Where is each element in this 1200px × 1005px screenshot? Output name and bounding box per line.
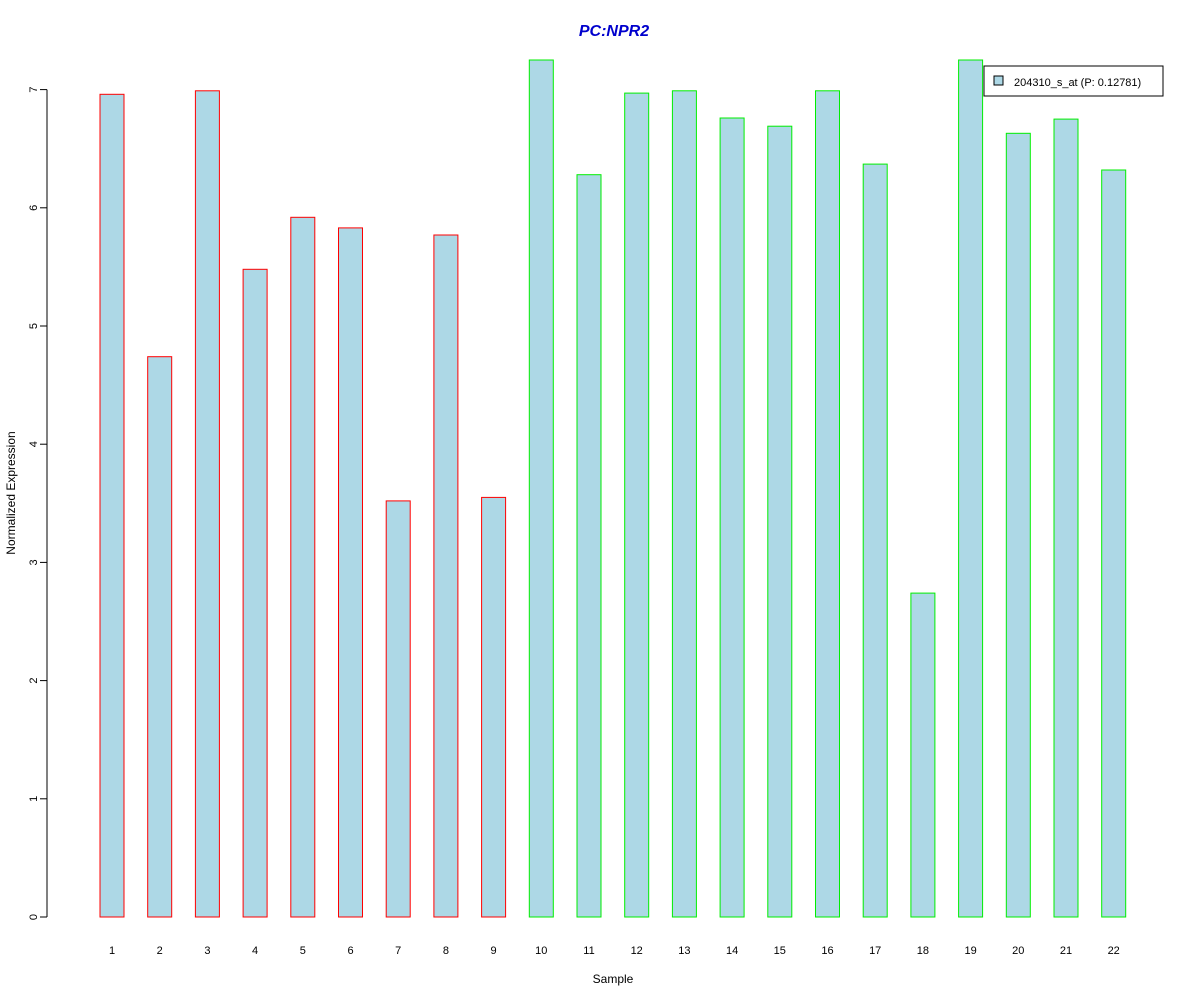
legend-box xyxy=(983,65,1164,97)
y-tick-label: 0 xyxy=(28,914,40,920)
bar-sample-4 xyxy=(242,268,268,918)
y-axis-label: Normalized Expression xyxy=(4,431,18,554)
x-tick-label: 18 xyxy=(917,945,929,957)
y-tick-label: 5 xyxy=(28,323,40,329)
bar-sample-17 xyxy=(862,163,888,918)
bar-sample-15 xyxy=(767,125,793,918)
bar-sample-2 xyxy=(147,356,173,918)
x-tick-label: 2 xyxy=(157,945,163,957)
bar-sample-5 xyxy=(290,216,316,918)
y-tick-label: 7 xyxy=(28,87,40,93)
x-tick-label: 4 xyxy=(252,945,258,957)
x-tick-label: 11 xyxy=(583,945,594,957)
y-tick-label: 4 xyxy=(28,441,40,447)
bars-group xyxy=(99,59,1127,918)
bar-sample-16 xyxy=(815,90,840,918)
bar-sample-14 xyxy=(719,117,745,918)
x-tick-label: 22 xyxy=(1108,945,1120,957)
bar-sample-7 xyxy=(385,500,411,918)
bar-sample-10 xyxy=(528,59,554,918)
x-tick-label: 21 xyxy=(1060,945,1072,957)
x-tick-labels: 1 2 3 4 5 6 7 8 9 10 11 12 13 14 15 16 17 18 19 20 21 22 xyxy=(109,945,1120,957)
bar-sample-20 xyxy=(1005,132,1031,918)
y-tick-label: 6 xyxy=(28,205,40,211)
bar-sample-18 xyxy=(910,592,936,918)
legend: 204310_s_at (P: 0.12781) xyxy=(983,65,1164,97)
x-tick-label: 17 xyxy=(869,945,881,957)
y-tick-label: 2 xyxy=(28,678,40,684)
x-tick-label: 20 xyxy=(1012,945,1024,957)
x-tick-label: 6 xyxy=(347,945,353,957)
bar-sample-9 xyxy=(481,496,507,918)
chart-title: PC:NPR2 xyxy=(579,23,649,40)
x-tick-label: 3 xyxy=(204,945,210,957)
x-tick-label: 7 xyxy=(395,945,401,957)
x-tick-label: 16 xyxy=(821,945,833,957)
x-tick-label: 1 xyxy=(109,945,115,957)
bar-sample-11 xyxy=(576,174,602,918)
x-tick-label: 10 xyxy=(535,945,547,957)
y-tick-label: 3 xyxy=(28,559,40,565)
legend-swatch xyxy=(993,75,1004,86)
bar-sample-1 xyxy=(99,93,125,918)
x-tick-label: 9 xyxy=(491,945,497,957)
bar-sample-8 xyxy=(433,234,459,918)
x-tick-label: 15 xyxy=(774,945,786,957)
y-tick-label: 1 xyxy=(28,796,40,802)
bar-sample-19 xyxy=(958,59,984,918)
x-tick-label: 8 xyxy=(443,945,449,957)
bar-sample-3 xyxy=(194,90,220,918)
bar-sample-21 xyxy=(1053,118,1079,918)
y-axis: 0 1 2 3 4 5 6 7 xyxy=(28,87,48,920)
bar-sample-13 xyxy=(671,90,697,918)
legend-label: 204310_s_at (P: 0.12781) xyxy=(1014,77,1141,89)
bar-sample-22 xyxy=(1101,169,1127,918)
x-tick-label: 5 xyxy=(300,945,306,957)
bar-sample-12 xyxy=(624,92,650,918)
x-axis-label: Sample xyxy=(593,972,634,986)
x-tick-label: 19 xyxy=(964,945,976,957)
x-tick-label: 12 xyxy=(631,945,643,957)
x-tick-label: 14 xyxy=(726,945,738,957)
x-tick-label: 13 xyxy=(678,945,690,957)
bar-sample-6 xyxy=(338,227,363,918)
